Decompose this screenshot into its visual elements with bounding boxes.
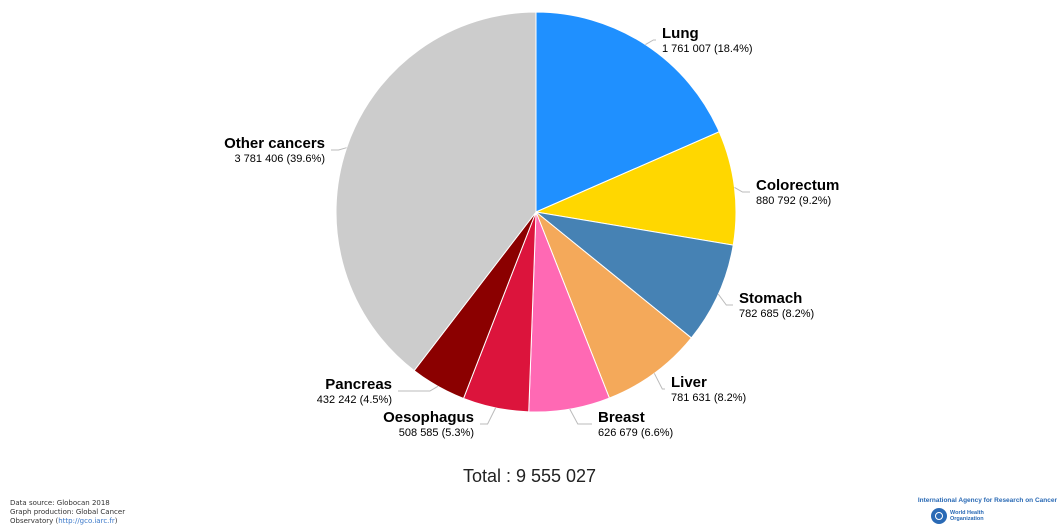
slice-value-liver: 781 631 (8.2%) xyxy=(671,392,746,404)
who-line-1: World Health xyxy=(950,510,984,516)
source-line-2: Graph production: Global Cancer xyxy=(10,508,126,516)
who-name: World Health Organization xyxy=(950,510,984,522)
source-link[interactable]: http://gco.iarc.fr xyxy=(58,517,115,525)
who-emblem-icon xyxy=(931,508,947,524)
leader-line-lung xyxy=(645,39,656,46)
slice-label-liver: Liver xyxy=(671,374,707,391)
total-label: Total : 9 555 027 xyxy=(462,466,597,486)
slice-label-other-cancers: Other cancers xyxy=(224,135,325,152)
source-prefix: Observatory ( xyxy=(10,517,59,525)
pie-slice-stomach[interactable] xyxy=(534,211,734,339)
slice-value-colorectum: 880 792 (9.2%) xyxy=(756,195,831,207)
iarc-agency-label: International Agency for Research on Can… xyxy=(917,497,1057,504)
slice-label-stomach: Stomach xyxy=(739,290,802,307)
slice-value-other-cancers: 3 781 406 (39.6%) xyxy=(234,153,325,165)
leader-line-other-cancers xyxy=(331,147,347,151)
slice-label-oesophagus: Oesophagus xyxy=(383,409,474,426)
slice-value-stomach: 782 685 (8.2%) xyxy=(739,308,814,320)
pie-slice-liver[interactable] xyxy=(534,210,693,399)
slice-label-breast: Breast xyxy=(598,409,645,426)
data-source-note: Data source: Globocan 2018 Graph product… xyxy=(10,499,170,528)
slice-label-pancreas: Pancreas xyxy=(325,376,392,393)
leader-line-breast xyxy=(569,408,592,425)
source-suffix: ) xyxy=(114,517,118,525)
leader-line-liver xyxy=(653,373,665,390)
leader-line-stomach xyxy=(717,293,733,306)
slice-label-colorectum: Colorectum xyxy=(756,177,839,194)
source-line-1: Data source: Globocan 2018 xyxy=(10,499,110,507)
slice-value-lung: 1 761 007 (18.4%) xyxy=(662,43,753,55)
leader-line-pancreas xyxy=(398,385,439,392)
slice-value-pancreas: 432 242 (4.5%) xyxy=(317,394,392,406)
leader-line-oesophagus xyxy=(480,407,497,425)
leader-line-colorectum xyxy=(734,186,750,193)
slice-value-oesophagus: 508 585 (5.3%) xyxy=(399,427,474,439)
pie-slice-other-cancers[interactable] xyxy=(335,11,537,372)
who-logo-block: World Health Organization xyxy=(931,508,984,524)
slice-label-lung: Lung xyxy=(662,25,699,42)
who-line-2: Organization xyxy=(950,516,984,522)
slice-value-breast: 626 679 (6.6%) xyxy=(598,427,673,439)
source-line-3: Observatory (http://gco.iarc.fr) xyxy=(10,517,170,526)
